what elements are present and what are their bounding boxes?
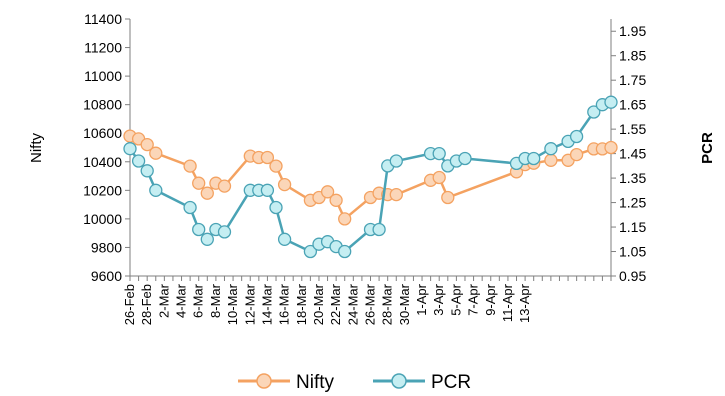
- legend: Nifty PCR: [238, 372, 471, 393]
- pcr-data-point: [140, 164, 154, 178]
- x-tick-label: 26-Feb: [122, 284, 137, 325]
- y-axis-label-right: PCR: [699, 132, 716, 164]
- left-tick-label: 11200: [84, 40, 122, 56]
- x-tick-label: 11-Apr: [500, 283, 515, 322]
- nifty-data-point: [432, 170, 446, 185]
- left-tick-label: 11400: [84, 11, 122, 27]
- x-tick-label: 28-Mar: [380, 283, 395, 325]
- x-tick-label: 12-Mar: [242, 283, 257, 325]
- x-tick-label: 24-Mar: [345, 283, 360, 325]
- x-tick-label: 2-Mar: [156, 283, 171, 318]
- nifty-data-point: [217, 179, 232, 193]
- nifty-data-point: [338, 212, 352, 226]
- pcr-data-point: [131, 154, 146, 168]
- x-tick-label: 10-Mar: [225, 283, 240, 325]
- right-tick-label: 1.35: [619, 170, 646, 186]
- x-tick-label: 14-Mar: [259, 283, 274, 325]
- pcr-data-point: [277, 232, 292, 246]
- left-tick-label: 11000: [84, 68, 122, 84]
- pcr-data-point: [269, 200, 283, 215]
- nifty-data-point: [269, 159, 283, 173]
- x-ticks: 26-Feb 28-Feb 2-Mar 4-Mar 6-Mar 8-Mar 10-Mar 12…: [122, 276, 612, 325]
- x-tick-label: 6-Mar: [191, 283, 206, 318]
- left-tick-label: 9600: [91, 268, 122, 284]
- nifty-data-point: [200, 186, 214, 200]
- y-axis-label-left: Nifty: [28, 133, 45, 164]
- pcr-data-point: [569, 129, 584, 144]
- nifty-data-point: [329, 193, 343, 207]
- x-tick-label: 28-Feb: [139, 284, 154, 325]
- legend-nifty-marker: [256, 373, 272, 389]
- nifty-data-point: [149, 146, 163, 160]
- right-tick-label: 1.85: [619, 48, 646, 64]
- right-tick-label: 1.75: [619, 72, 646, 88]
- right-tick-label: 1.05: [619, 244, 646, 260]
- x-tick-label: 20-Mar: [311, 283, 326, 325]
- left-tick-label: 10400: [83, 154, 122, 170]
- right-tick-label: 0.95: [619, 268, 646, 284]
- left-tick-label: 10600: [83, 125, 122, 141]
- pcr-data-point: [183, 200, 197, 215]
- left-y-ticks: 9600 9800 10000 10200 10400 10600 10800 11000 11…: [83, 11, 130, 284]
- pcr-data-point: [587, 105, 601, 119]
- left-tick-label: 10000: [83, 211, 122, 227]
- right-y-ticks: 0.95 1.05 1.15 1.25 1.35 1.45 1.55 1.65 1.75 1.85…: [611, 23, 646, 284]
- nifty-data-point: [192, 176, 206, 190]
- x-tick-label: 26-Mar: [363, 283, 378, 325]
- x-tick-label: 9-Apr: [483, 283, 498, 315]
- pcr-data-point: [544, 142, 558, 156]
- right-tick-label: 1.95: [619, 23, 646, 39]
- nifty-data-point: [183, 159, 197, 173]
- right-tick-label: 1.65: [619, 97, 646, 113]
- pcr-data-point: [604, 95, 618, 109]
- nifty-data-point: [544, 153, 558, 167]
- nifty-series-line: [129, 134, 612, 221]
- pcr-data-point: [338, 244, 352, 259]
- legend-pcr-label: PCR: [431, 372, 471, 393]
- x-tick-label: 1-Apr: [414, 283, 429, 315]
- pcr-data-point: [372, 222, 386, 237]
- legend-nifty-label: Nifty: [296, 372, 335, 393]
- pcr-data-point: [432, 146, 446, 161]
- pcr-data-point: [192, 222, 206, 237]
- nifty-data-point: [389, 187, 403, 202]
- nifty-data-point: [569, 147, 584, 162]
- pcr-data-point: [389, 154, 403, 168]
- left-tick-label: 9800: [91, 239, 122, 255]
- pcr-data-point: [458, 151, 472, 166]
- x-tick-label: 16-Mar: [277, 283, 292, 325]
- left-tick-label: 10800: [83, 97, 122, 113]
- nifty-data-point: [604, 140, 618, 155]
- nifty-data-point: [140, 137, 154, 152]
- x-tick-label: 5-Apr: [448, 283, 463, 315]
- right-tick-label: 1.25: [619, 195, 646, 211]
- x-tick-label: 13-Apr: [517, 283, 532, 323]
- nifty-data-point: [260, 150, 275, 165]
- x-tick-label: 30-Mar: [397, 283, 412, 325]
- x-tick-label: 8-Mar: [208, 283, 223, 318]
- nifty-data-point: [320, 185, 335, 199]
- right-tick-label: 1.15: [619, 219, 646, 235]
- right-tick-label: 1.45: [619, 146, 646, 162]
- x-tick-label: 3-Apr: [431, 283, 446, 315]
- left-tick-label: 10200: [83, 182, 122, 198]
- x-tick-label: 22-Mar: [328, 283, 343, 325]
- pcr-data-point: [200, 232, 214, 246]
- pcr-data-point: [527, 151, 541, 166]
- pcr-data-point: [123, 142, 137, 156]
- x-tick-label: 18-Mar: [294, 283, 309, 325]
- pcr-data-point: [149, 183, 163, 197]
- nifty-data-point: [441, 190, 455, 205]
- x-tick-label: 4-Mar: [174, 283, 189, 318]
- legend-pcr-marker: [391, 373, 407, 389]
- right-tick-label: 1.55: [619, 121, 646, 137]
- series-layer: [123, 95, 618, 259]
- x-tick-label: 7-Apr: [466, 283, 481, 315]
- nifty-data-point: [277, 177, 292, 192]
- pcr-data-point: [260, 183, 275, 197]
- pcr-data-point: [303, 244, 318, 259]
- pcr-data-point: [217, 225, 232, 239]
